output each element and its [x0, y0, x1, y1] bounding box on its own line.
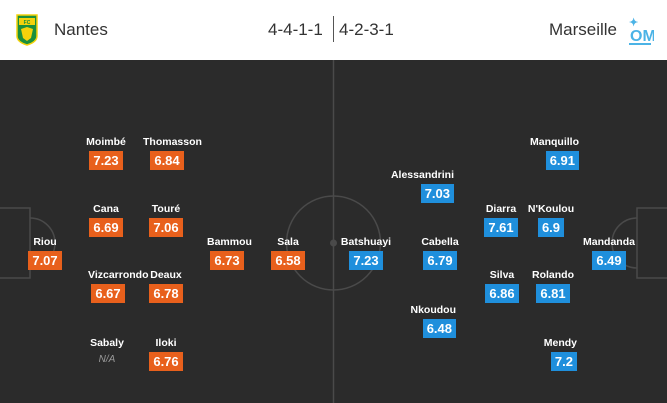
formation-divider: [333, 16, 334, 42]
player-name: Batshuayi: [340, 236, 392, 248]
away-player-rolando[interactable]: Rolando 6.81: [527, 269, 579, 303]
player-rating: 6.84: [150, 151, 184, 170]
player-rating: 6.76: [149, 352, 183, 371]
away-player-mandanda[interactable]: Mandanda 6.49: [580, 236, 638, 270]
player-name: Sabaly: [90, 337, 124, 349]
home-player-sala[interactable]: Sala 6.58: [269, 236, 307, 270]
home-team-name: Nantes: [54, 20, 108, 39]
player-rating: 7.23: [89, 151, 123, 170]
player-name: Alessandrini: [390, 169, 454, 181]
player-name: Riou: [33, 236, 57, 248]
home-player-cana[interactable]: Cana 6.69: [87, 203, 125, 237]
match-header: FC Nantes 4-4-1-1 4-2-3-1 Marseille ✦ OM: [0, 0, 667, 60]
player-rating: 7.06: [149, 218, 183, 237]
player-name: Moimbé: [86, 136, 126, 148]
player-rating: 6.49: [592, 251, 626, 270]
player-name: Manquillo: [530, 136, 579, 148]
player-rating: 6.73: [210, 251, 244, 270]
home-formation: 4-4-1-1: [268, 20, 323, 39]
pitch-lines: [0, 60, 667, 403]
home-player-thomasson[interactable]: Thomasson 6.84: [143, 136, 202, 170]
player-name: Rolando: [532, 269, 574, 281]
away-player-manquillo[interactable]: Manquillo 6.91: [521, 136, 579, 170]
home-player-bammou[interactable]: Bammou 6.73: [207, 236, 252, 270]
home-player-riou[interactable]: Riou 7.07: [28, 236, 62, 270]
away-team-name: Marseille: [549, 20, 618, 39]
player-name: Thomasson: [143, 136, 202, 148]
svg-text:✦: ✦: [629, 17, 638, 29]
player-rating: 6.81: [536, 284, 570, 303]
player-name: Silva: [489, 269, 515, 281]
home-player-moimbe[interactable]: Moimbé 7.23: [86, 136, 126, 170]
player-rating: 6.48: [422, 319, 456, 338]
player-rating: 6.78: [149, 284, 183, 303]
player-rating: N/A: [98, 354, 116, 365]
home-player-sabaly[interactable]: Sabaly N/A: [87, 337, 127, 367]
player-name: Cabella: [421, 236, 459, 248]
away-player-mendy[interactable]: Mendy 7.2: [533, 337, 577, 371]
home-player-iloki[interactable]: Iloki 6.76: [147, 337, 185, 371]
away-player-diarra[interactable]: Diarra 7.61: [481, 203, 521, 237]
player-name: Cana: [93, 203, 119, 215]
away-player-nkoulou[interactable]: N'Koulou 6.9: [524, 203, 578, 237]
marseille-crest-icon: ✦ OM: [629, 17, 654, 45]
svg-text:FC: FC: [24, 20, 31, 26]
away-player-cabella[interactable]: Cabella 6.79: [418, 236, 462, 270]
svg-text:OM: OM: [630, 28, 654, 45]
player-name: Mandanda: [583, 236, 635, 248]
away-formation: 4-2-3-1: [339, 20, 394, 39]
player-rating: 7.61: [484, 218, 518, 237]
player-rating: 6.67: [91, 284, 125, 303]
player-rating: 7.2: [550, 352, 577, 371]
player-name: N'Koulou: [527, 203, 575, 215]
pitch: Riou 7.07 Moimbé 7.23 Thomasson 6.84 Can…: [0, 60, 667, 403]
away-player-silva[interactable]: Silva 6.86: [482, 269, 522, 303]
player-name: Touré: [151, 203, 181, 215]
player-name: Diarra: [485, 203, 517, 215]
home-player-deaux[interactable]: Deaux 6.78: [147, 269, 185, 303]
away-player-batshuayi[interactable]: Batshuayi 7.23: [337, 236, 395, 270]
player-name: Iloki: [155, 337, 177, 349]
player-name: Vizcarrondo: [88, 269, 149, 281]
player-name: Deaux: [150, 269, 182, 281]
player-name: Nkoudou: [410, 304, 457, 316]
player-rating: 6.69: [89, 218, 123, 237]
home-player-vizcarrondo[interactable]: Vizcarrondo 6.67: [88, 269, 149, 303]
player-rating: 6.91: [545, 151, 579, 170]
player-rating: 7.07: [28, 251, 62, 270]
player-rating: 6.79: [423, 251, 457, 270]
player-rating: 6.58: [271, 251, 305, 270]
player-name: Mendy: [543, 337, 577, 349]
player-rating: 6.9: [537, 218, 565, 237]
away-player-nkoudou[interactable]: Nkoudou 6.48: [404, 304, 456, 338]
player-rating: 7.23: [349, 251, 383, 270]
player-rating: 7.03: [420, 184, 454, 203]
player-name: Sala: [277, 236, 299, 248]
away-player-alessandrini[interactable]: Alessandrini 7.03: [386, 169, 454, 203]
player-rating: 6.86: [485, 284, 519, 303]
player-name: Bammou: [207, 236, 252, 248]
nantes-crest-icon: FC: [16, 14, 38, 46]
home-player-toure[interactable]: Touré 7.06: [147, 203, 185, 237]
